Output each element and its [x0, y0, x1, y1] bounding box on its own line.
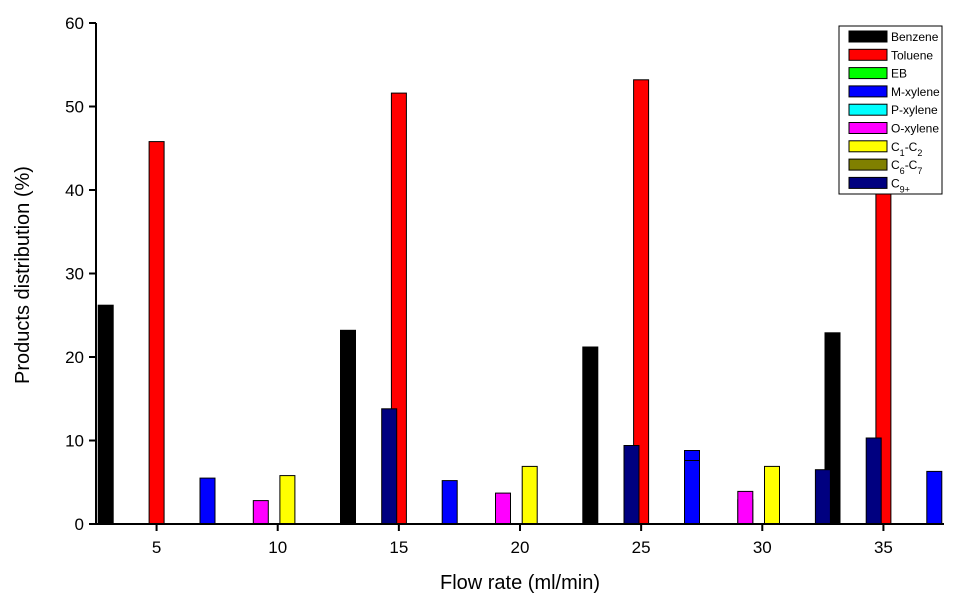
x-tick-label: 25	[632, 538, 651, 557]
y-tick-label: 0	[75, 515, 84, 534]
bar-toluene	[148, 141, 165, 525]
legend-swatch	[848, 140, 888, 153]
bar-c1-c2	[521, 465, 538, 525]
bar-c1-c2	[764, 465, 780, 525]
bar-benzene	[97, 304, 114, 525]
legend-label: C6-C7	[891, 158, 922, 176]
legend-swatch	[848, 85, 888, 98]
x-tick-label: 5	[152, 538, 161, 557]
legend-swatch	[848, 67, 888, 80]
bar-m-xylene	[441, 480, 458, 525]
legend-swatch	[848, 48, 888, 61]
legend-swatch	[848, 158, 888, 171]
bar-o-xylene	[737, 490, 754, 525]
legend-label: C1-C2	[891, 140, 922, 158]
x-tick-label: 35	[874, 538, 893, 557]
x-tick-label: 20	[511, 538, 530, 557]
legend-swatch	[848, 122, 888, 134]
y-tick-label: 10	[65, 432, 84, 451]
bar-c9+	[381, 408, 398, 525]
bar-c9+	[865, 437, 882, 525]
bar-m-xylene	[199, 477, 216, 525]
y-tick-label: 50	[65, 98, 84, 117]
legend-swatch	[848, 30, 888, 43]
legend-label: O-xylene	[891, 122, 939, 136]
y-tick-label: 30	[65, 265, 84, 284]
bar-benzene	[582, 346, 599, 525]
y-tick-label: 20	[65, 348, 84, 367]
bar-m-xylene	[926, 470, 943, 525]
legend-label: Benzene	[891, 30, 939, 44]
axes	[89, 22, 944, 531]
legend-label: Toluene	[891, 48, 933, 62]
legend-swatch	[848, 103, 888, 116]
x-tick-label: 15	[389, 538, 408, 557]
x-axis-title: Flow rate (ml/min)	[440, 572, 600, 594]
legend-label: EB	[891, 67, 907, 81]
bar-o-xylene	[495, 492, 511, 525]
legend-label: P-xylene	[891, 103, 938, 117]
bars-layer	[97, 76, 943, 525]
legend-label: M-xylene	[891, 85, 940, 99]
bar-c9+	[623, 445, 640, 525]
y-axis-title: Products distribution (%)	[12, 166, 34, 384]
bar-c9+	[814, 469, 831, 525]
tick-labels: 0 10 20 30 40 50 60 5 10 15 20 25 30 35	[65, 14, 893, 557]
bar-benzene	[340, 329, 356, 525]
x-tick-label: 10	[268, 538, 287, 557]
y-tick-label: 60	[65, 14, 84, 33]
y-tick-label: 40	[65, 181, 84, 200]
bar-o-xylene	[252, 500, 269, 525]
bar-c1-c2	[279, 475, 296, 525]
legend-swatch	[848, 176, 888, 189]
bar-m-xylene	[684, 460, 700, 525]
x-tick-label: 30	[753, 538, 772, 557]
legend: Benzene Toluene EB M-xylene P-xylene O-xylene…	[838, 25, 943, 195]
